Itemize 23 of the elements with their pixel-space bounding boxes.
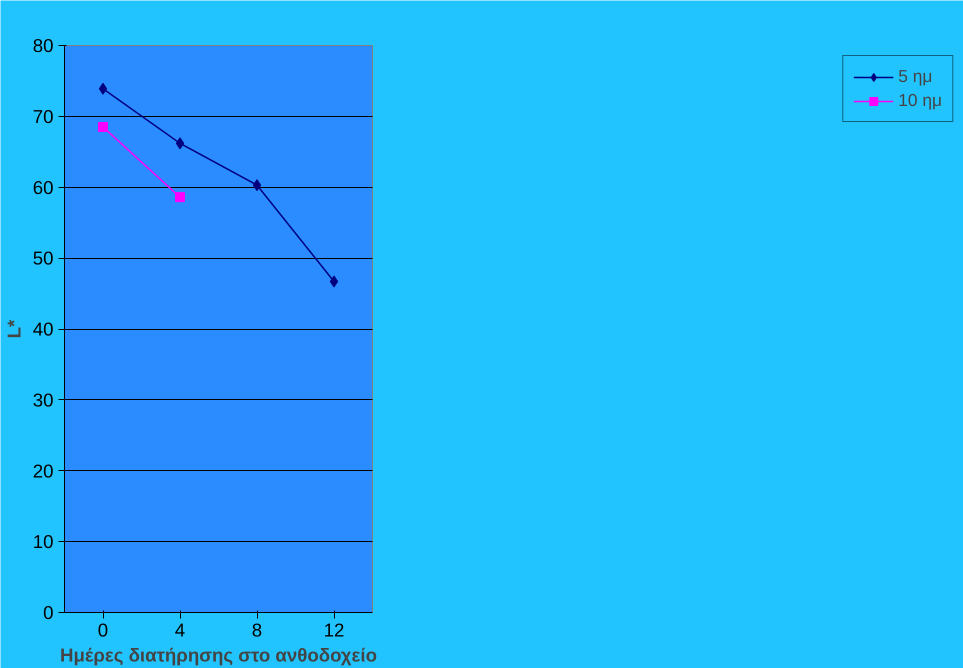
y-tick-label: 80 (32, 35, 54, 56)
y-axis-title: L* (4, 318, 25, 338)
y-tick-label: 70 (32, 106, 54, 127)
point (175, 192, 185, 202)
point (330, 276, 338, 288)
point (176, 137, 184, 150)
y-tick-label: 60 (32, 176, 54, 198)
y-tick-label: 40 (32, 318, 54, 340)
x-axis-title: Ημέρες διατήρησης στο ανθοδοχείο (60, 644, 377, 666)
point (98, 82, 108, 95)
legend-label: 5 ημ (898, 66, 932, 87)
y-tick-label: 0 (43, 602, 54, 623)
x-tick-label: 4 (174, 620, 186, 640)
x-tick-label: 8 (252, 620, 262, 640)
y-tick-label: 50 (32, 248, 54, 269)
point (252, 179, 262, 192)
y-tick-label: 10 (32, 531, 54, 552)
y-tick-label: 20 (32, 460, 54, 482)
x-tick-label: 12 (324, 620, 344, 640)
point (98, 122, 108, 132)
y-tick-label: 30 (32, 389, 54, 410)
legend-label: 10 ημ (898, 90, 942, 111)
x-tick-label: 0 (98, 620, 108, 640)
